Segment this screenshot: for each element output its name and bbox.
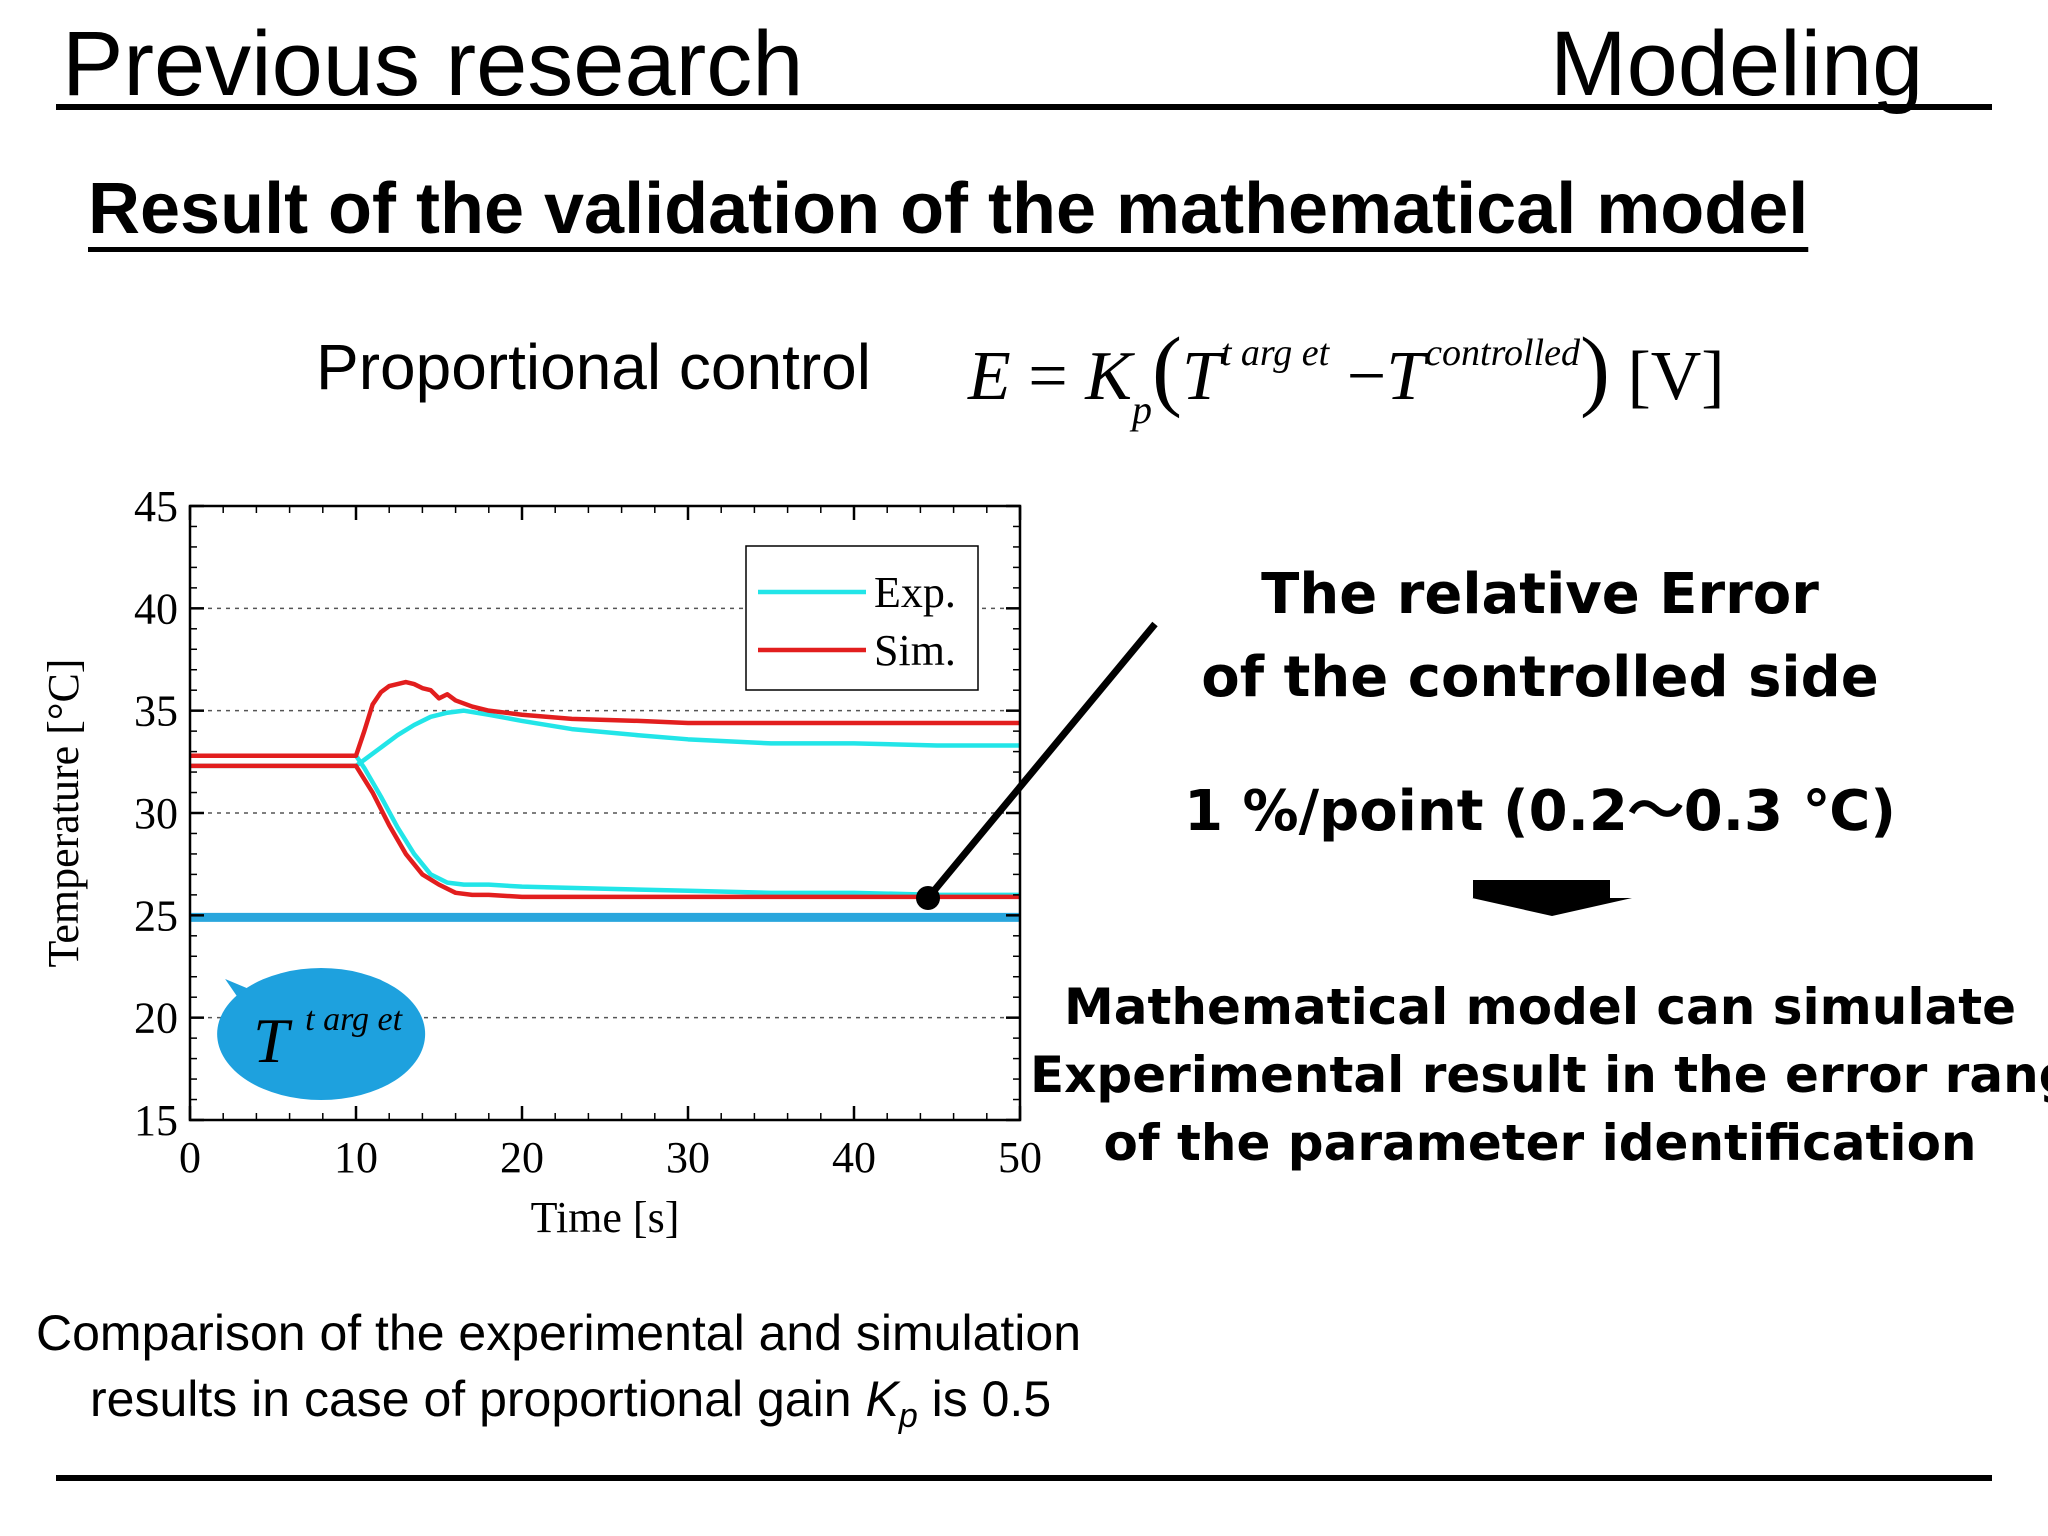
y-tick-label: 20 (134, 994, 178, 1043)
chart-legend: Exp. Sim. (745, 545, 979, 691)
legend-box (745, 545, 979, 691)
formula-equals: = (1028, 338, 1068, 415)
error-value: 1 %/point (0.2～0.3 ℃) (1184, 779, 1896, 844)
error-heading-1: The relative Error (1261, 562, 1819, 627)
series-line-sim-lower (190, 763, 1020, 900)
y-tick-label: 30 (134, 789, 178, 838)
target-bubble (217, 968, 426, 1101)
x-tick-label: 40 (832, 1133, 876, 1182)
footer-rule (56, 1475, 1992, 1481)
x-tick-label: 10 (334, 1133, 378, 1182)
caption-suffix: is 0.5 (917, 1371, 1052, 1427)
section-title: Previous research (62, 13, 804, 115)
topic-title: Modeling (1550, 13, 1924, 115)
conclusion-line-2: Experimental result in the error range (1030, 1046, 2048, 1104)
series-line-sim-upper (190, 679, 1020, 758)
caption-line-2: results in case of proportional gain Kp … (90, 1366, 1051, 1449)
formula-t-controlled-sup: controlled (1425, 332, 1580, 374)
header-rule (56, 104, 1992, 110)
formula-t-target-sup: t arg et (1220, 332, 1330, 374)
formula-minus: − (1346, 338, 1387, 415)
formula-unit: [V] (1627, 338, 1725, 415)
legend-label: Exp. (874, 568, 956, 617)
error-heading-2: of the controlled side (1201, 645, 1879, 710)
formula-e: E (968, 338, 1011, 415)
caption-k-sub: p (898, 1397, 918, 1435)
control-formula: E = Kp(Tt arg et −Tcontrolled) [V] (968, 320, 1725, 432)
caption-k: K (865, 1371, 899, 1427)
caption-line-1: Comparison of the experimental and simul… (36, 1305, 1081, 1361)
x-tick-label: 20 (500, 1133, 544, 1182)
y-tick-label: 25 (134, 891, 178, 940)
formula-label: Proportional control (316, 331, 871, 403)
formula-k: K (1085, 338, 1132, 415)
down-arrow-icon (1472, 880, 1632, 916)
y-tick-label: 15 (134, 1096, 178, 1145)
conclusion-line-1: Mathematical model can simulate (1063, 978, 2017, 1036)
pointer-dot (916, 886, 940, 910)
legend-label: Sim. (874, 626, 956, 675)
pointer-line (925, 621, 1158, 901)
formula-k-sub: p (1131, 387, 1152, 432)
formula-t-target: T (1181, 338, 1221, 415)
slide-subtitle: Result of the validation of the mathemat… (88, 169, 1809, 249)
bubble-t-sup: t arg et (305, 1001, 404, 1038)
y-tick-label: 40 (134, 584, 178, 633)
conclusion-line-3: of the parameter identification (1103, 1114, 1977, 1172)
y-axis-label: Temperature [°C] (40, 659, 88, 968)
series-line-exp-upper (190, 708, 1020, 769)
y-tick-label: 45 (134, 482, 178, 531)
x-tick-label: 50 (998, 1133, 1042, 1182)
x-tick-label: 30 (666, 1133, 710, 1182)
caption-prefix: results in case of proportional gain (90, 1371, 866, 1427)
x-axis-label: Time [s] (531, 1193, 680, 1242)
formula-t-controlled: T (1386, 338, 1426, 415)
series-line-exp-lower (190, 753, 1020, 898)
bubble-t: T (253, 1005, 293, 1076)
x-tick-label: 0 (179, 1133, 201, 1182)
y-tick-label: 35 (134, 687, 178, 736)
